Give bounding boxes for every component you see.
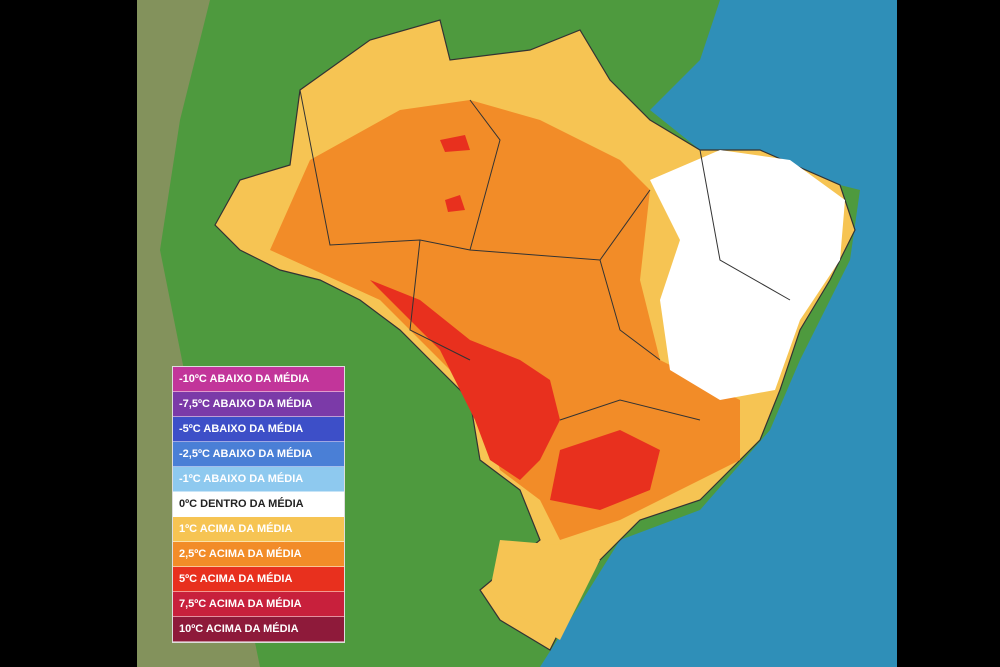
legend-item: -1ºC ABAIXO DA MÉDIA bbox=[173, 467, 344, 492]
legend-item: 5ºC ACIMA DA MÉDIA bbox=[173, 567, 344, 592]
hot-area bbox=[550, 430, 660, 510]
legend: -10ºC ABAIXO DA MÉDIA -7,5ºC ABAIXO DA MÉ… bbox=[172, 366, 345, 643]
normal-area bbox=[650, 150, 845, 400]
legend-item: -5ºC ABAIXO DA MÉDIA bbox=[173, 417, 344, 442]
warm-area bbox=[270, 100, 740, 540]
legend-item: 1ºC ACIMA DA MÉDIA bbox=[173, 517, 344, 542]
legend-item: 0ºC DENTRO DA MÉDIA bbox=[173, 492, 344, 517]
andes bbox=[137, 0, 260, 667]
hot-area bbox=[370, 280, 560, 480]
hot-spot bbox=[440, 135, 470, 212]
legend-item: -10ºC ABAIXO DA MÉDIA bbox=[173, 367, 344, 392]
legend-item: 7,5ºC ACIMA DA MÉDIA bbox=[173, 592, 344, 617]
legend-item: 10ºC ACIMA DA MÉDIA bbox=[173, 617, 344, 642]
state-borders bbox=[299, 89, 791, 421]
south-area bbox=[490, 540, 600, 640]
legend-item: -7,5ºC ABAIXO DA MÉDIA bbox=[173, 392, 344, 417]
legend-item: 2,5ºC ACIMA DA MÉDIA bbox=[173, 542, 344, 567]
legend-item: -2,5ºC ABAIXO DA MÉDIA bbox=[173, 442, 344, 467]
